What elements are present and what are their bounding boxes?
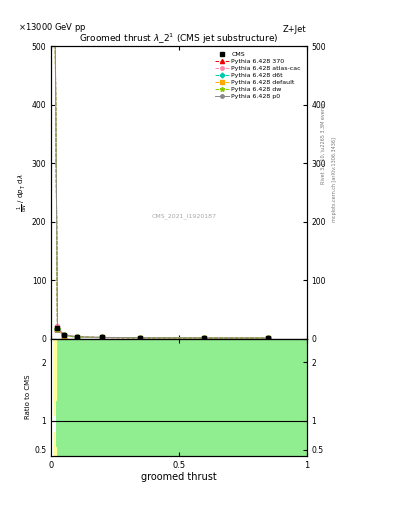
Pythia 6.428 370 bbox=[62, 333, 66, 339]
Text: CMS_2021_I1920187: CMS_2021_I1920187 bbox=[151, 213, 217, 219]
Pythia 6.428 dw bbox=[50, 0, 55, 3]
Pythia 6.428 default bbox=[50, 8, 55, 14]
Pythia 6.428 default bbox=[138, 335, 143, 341]
Pythia 6.428 p0 bbox=[202, 335, 207, 341]
Pythia 6.428 d6t bbox=[138, 335, 143, 341]
Pythia 6.428 dw bbox=[100, 334, 105, 340]
Line: Pythia 6.428 default: Pythia 6.428 default bbox=[50, 0, 270, 340]
Pythia 6.428 default bbox=[100, 334, 105, 340]
Pythia 6.428 370 bbox=[74, 334, 79, 340]
Pythia 6.428 atlas-cac bbox=[55, 323, 60, 329]
Text: Rivet 3.1.10, \u2265 3.3M events: Rivet 3.1.10, \u2265 3.3M events bbox=[320, 103, 325, 184]
Pythia 6.428 d6t bbox=[266, 335, 271, 341]
Pythia 6.428 dw bbox=[138, 335, 143, 341]
Pythia 6.428 370 bbox=[100, 334, 105, 340]
Pythia 6.428 atlas-cac bbox=[266, 335, 271, 341]
Y-axis label: $\frac{1}{\mathrm{d}N}$ / $\mathrm{d}p_\mathrm{T}$ $\mathrm{d}\lambda$: $\frac{1}{\mathrm{d}N}$ / $\mathrm{d}p_\… bbox=[16, 173, 30, 211]
Pythia 6.428 default bbox=[62, 332, 66, 338]
Pythia 6.428 atlas-cac bbox=[138, 334, 143, 340]
Pythia 6.428 atlas-cac bbox=[100, 334, 105, 340]
Text: mcplots.cern.ch [arXiv:1306.3436]: mcplots.cern.ch [arXiv:1306.3436] bbox=[332, 137, 337, 222]
Pythia 6.428 d6t bbox=[202, 335, 207, 341]
Line: Pythia 6.428 d6t: Pythia 6.428 d6t bbox=[50, 0, 270, 340]
Pythia 6.428 370 bbox=[55, 326, 60, 332]
Line: Pythia 6.428 atlas-cac: Pythia 6.428 atlas-cac bbox=[50, 0, 270, 340]
Pythia 6.428 atlas-cac bbox=[202, 335, 207, 341]
Pythia 6.428 d6t bbox=[62, 332, 66, 338]
X-axis label: groomed thrust: groomed thrust bbox=[141, 472, 217, 482]
Pythia 6.428 370 bbox=[266, 335, 271, 341]
Pythia 6.428 p0 bbox=[74, 334, 79, 340]
Pythia 6.428 dw bbox=[202, 335, 207, 341]
Pythia 6.428 default bbox=[74, 334, 79, 340]
Pythia 6.428 default bbox=[266, 335, 271, 341]
Pythia 6.428 370 bbox=[202, 335, 207, 341]
Pythia 6.428 atlas-cac bbox=[74, 333, 79, 339]
Title: Groomed thrust $\lambda\_2^1$ (CMS jet substructure): Groomed thrust $\lambda\_2^1$ (CMS jet s… bbox=[79, 32, 279, 46]
Pythia 6.428 p0 bbox=[138, 335, 143, 341]
Legend: CMS, Pythia 6.428 370, Pythia 6.428 atlas-cac, Pythia 6.428 d6t, Pythia 6.428 de: CMS, Pythia 6.428 370, Pythia 6.428 atla… bbox=[213, 49, 303, 101]
Line: Pythia 6.428 dw: Pythia 6.428 dw bbox=[50, 0, 271, 341]
Pythia 6.428 atlas-cac bbox=[62, 331, 66, 337]
Pythia 6.428 p0 bbox=[62, 332, 66, 338]
Pythia 6.428 p0 bbox=[55, 325, 60, 331]
Pythia 6.428 dw bbox=[55, 326, 60, 332]
Pythia 6.428 d6t bbox=[74, 334, 79, 340]
Pythia 6.428 d6t bbox=[55, 326, 60, 332]
Line: Pythia 6.428 p0: Pythia 6.428 p0 bbox=[50, 0, 270, 340]
Pythia 6.428 370 bbox=[138, 335, 143, 341]
Pythia 6.428 p0 bbox=[266, 335, 271, 341]
Pythia 6.428 dw bbox=[62, 332, 66, 338]
Line: Pythia 6.428 370: Pythia 6.428 370 bbox=[50, 0, 271, 340]
Y-axis label: Ratio to CMS: Ratio to CMS bbox=[25, 375, 31, 419]
Pythia 6.428 d6t bbox=[100, 334, 105, 340]
Pythia 6.428 p0 bbox=[100, 334, 105, 340]
Pythia 6.428 dw bbox=[74, 334, 79, 340]
Text: $\times$13000 GeV pp: $\times$13000 GeV pp bbox=[18, 22, 86, 34]
Pythia 6.428 dw bbox=[266, 335, 271, 341]
Text: Z+Jet: Z+Jet bbox=[283, 26, 307, 34]
Pythia 6.428 default bbox=[202, 335, 207, 341]
Pythia 6.428 default bbox=[55, 326, 60, 332]
